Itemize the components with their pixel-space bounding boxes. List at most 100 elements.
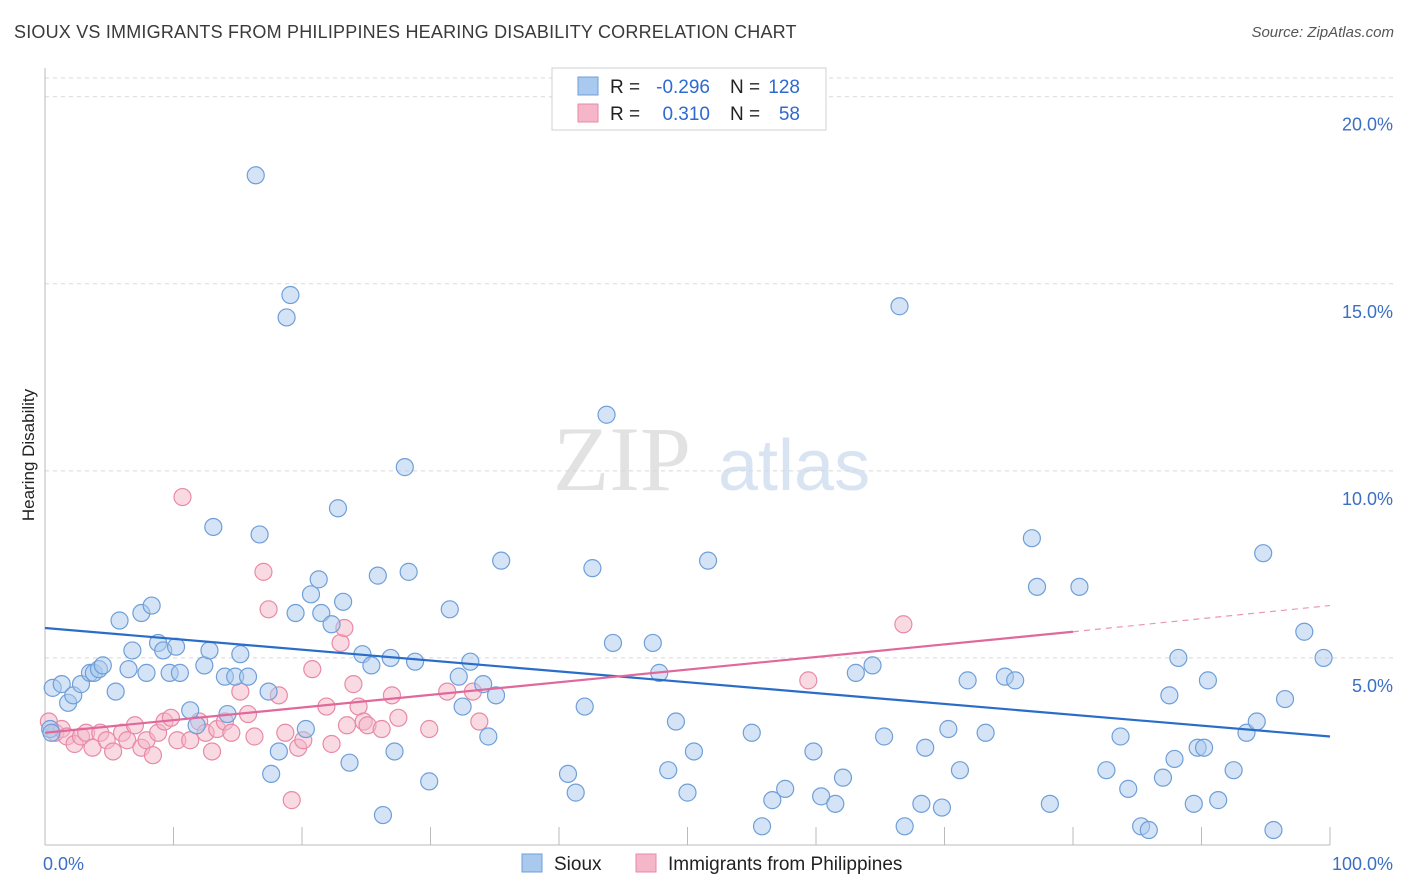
sioux-point bbox=[420, 772, 439, 791]
sioux-point bbox=[231, 645, 250, 664]
watermark-zip: ZIP bbox=[553, 408, 691, 510]
legend-r-value-1: -0.296 bbox=[656, 77, 710, 98]
sioux-point bbox=[238, 667, 258, 686]
philippines-point bbox=[118, 731, 137, 750]
y-axis-label: Hearing Disability bbox=[19, 388, 38, 521]
philippines-point bbox=[181, 731, 200, 750]
y-tick-label: 20.0% bbox=[1342, 115, 1393, 135]
sioux-point bbox=[250, 525, 269, 544]
sioux-point bbox=[575, 697, 594, 716]
sioux-point bbox=[1209, 791, 1228, 810]
sioux-point bbox=[958, 671, 977, 690]
sioux-point bbox=[204, 517, 223, 537]
philippines-point bbox=[222, 723, 241, 742]
legend-swatch-philippines bbox=[577, 103, 599, 123]
legend-n-label-1: N = bbox=[730, 77, 760, 98]
sioux-point bbox=[1198, 671, 1218, 690]
sioux-point bbox=[1153, 768, 1173, 787]
sioux-point bbox=[846, 663, 865, 682]
sioux-point bbox=[659, 761, 678, 780]
philippines-point bbox=[322, 734, 341, 754]
sioux-point bbox=[1119, 779, 1138, 798]
sioux-point bbox=[1169, 648, 1188, 668]
sioux-point bbox=[1160, 686, 1179, 705]
sioux-point bbox=[895, 817, 914, 836]
sioux-point bbox=[385, 742, 404, 761]
sioux-point bbox=[583, 559, 602, 578]
sioux-point bbox=[486, 686, 506, 705]
bottom-legend-swatch-sioux bbox=[521, 853, 543, 873]
philippines-point bbox=[372, 719, 391, 739]
sioux-point bbox=[1022, 529, 1041, 548]
legend-r-label-2: R = bbox=[610, 104, 640, 125]
sioux-point bbox=[269, 742, 288, 761]
sioux-point bbox=[1111, 727, 1130, 746]
sioux-point bbox=[863, 656, 882, 675]
sioux-point bbox=[312, 603, 331, 623]
sioux-point bbox=[1247, 712, 1266, 731]
sioux-point bbox=[1040, 794, 1059, 813]
sioux-point bbox=[334, 592, 353, 611]
philippines-point bbox=[389, 708, 408, 727]
philippines-point bbox=[303, 660, 322, 679]
sioux-point bbox=[1139, 820, 1158, 840]
sioux-point bbox=[309, 570, 328, 589]
x-tick-label: 100.0% bbox=[1332, 854, 1393, 874]
sioux-trend-line bbox=[44, 626, 1331, 738]
sioux-point bbox=[939, 719, 958, 739]
sioux-point bbox=[492, 551, 511, 570]
philippines-point bbox=[259, 600, 278, 619]
philippines-trend-extension bbox=[1072, 604, 1331, 633]
sioux-point bbox=[684, 742, 704, 761]
philippines-point bbox=[894, 615, 913, 634]
philippines-point bbox=[173, 487, 192, 507]
series-legend: Sioux Immigrants from Philippines bbox=[521, 853, 902, 875]
sioux-point bbox=[440, 600, 459, 619]
sioux-point bbox=[776, 779, 795, 798]
sioux-point bbox=[373, 805, 393, 825]
sioux-point bbox=[399, 562, 418, 581]
sioux-point bbox=[1165, 749, 1184, 769]
gridlines bbox=[45, 77, 1393, 659]
sioux-point bbox=[678, 783, 697, 802]
sioux-point bbox=[1314, 648, 1333, 668]
sioux-point bbox=[558, 764, 578, 784]
sioux-point bbox=[912, 794, 931, 813]
sioux-point bbox=[479, 727, 498, 746]
sioux-point bbox=[123, 641, 142, 660]
sioux-point bbox=[1254, 544, 1273, 563]
y-tick-label: 5.0% bbox=[1352, 676, 1393, 696]
philippines-point bbox=[470, 712, 489, 731]
sioux-point bbox=[1264, 820, 1283, 840]
sioux-point bbox=[296, 719, 315, 739]
sioux-point bbox=[281, 285, 300, 305]
source-label: Source: ZipAtlas.com bbox=[1251, 24, 1394, 41]
sioux-point bbox=[1184, 794, 1203, 813]
sioux-point bbox=[666, 712, 686, 731]
sioux-point bbox=[110, 611, 129, 630]
philippines-point bbox=[104, 742, 123, 761]
philippines-point bbox=[344, 675, 363, 694]
sioux-point bbox=[262, 764, 281, 784]
sioux-point bbox=[826, 794, 845, 813]
sioux-point bbox=[246, 166, 265, 185]
philippines-point bbox=[331, 633, 350, 653]
sioux-point bbox=[976, 723, 995, 742]
philippines-point bbox=[382, 686, 402, 705]
axes: 5.0% 10.0% 15.0% 20.0% 0.0% 100.0% bbox=[43, 68, 1393, 874]
philippines-point bbox=[282, 791, 301, 810]
sioux-point bbox=[453, 697, 472, 716]
sioux-point bbox=[449, 667, 468, 686]
sioux-point bbox=[916, 738, 935, 757]
sioux-point bbox=[833, 768, 853, 787]
sioux-point bbox=[340, 753, 359, 772]
legend-r-label-1: R = bbox=[610, 77, 640, 98]
legend-n-value-2: 58 bbox=[779, 104, 800, 125]
sioux-point bbox=[1070, 577, 1089, 596]
watermark-atlas: atlas bbox=[718, 426, 870, 506]
sioux-point bbox=[142, 596, 161, 615]
legend-swatch-sioux bbox=[577, 76, 599, 96]
philippines-point bbox=[143, 746, 163, 765]
sioux-point bbox=[200, 641, 219, 660]
